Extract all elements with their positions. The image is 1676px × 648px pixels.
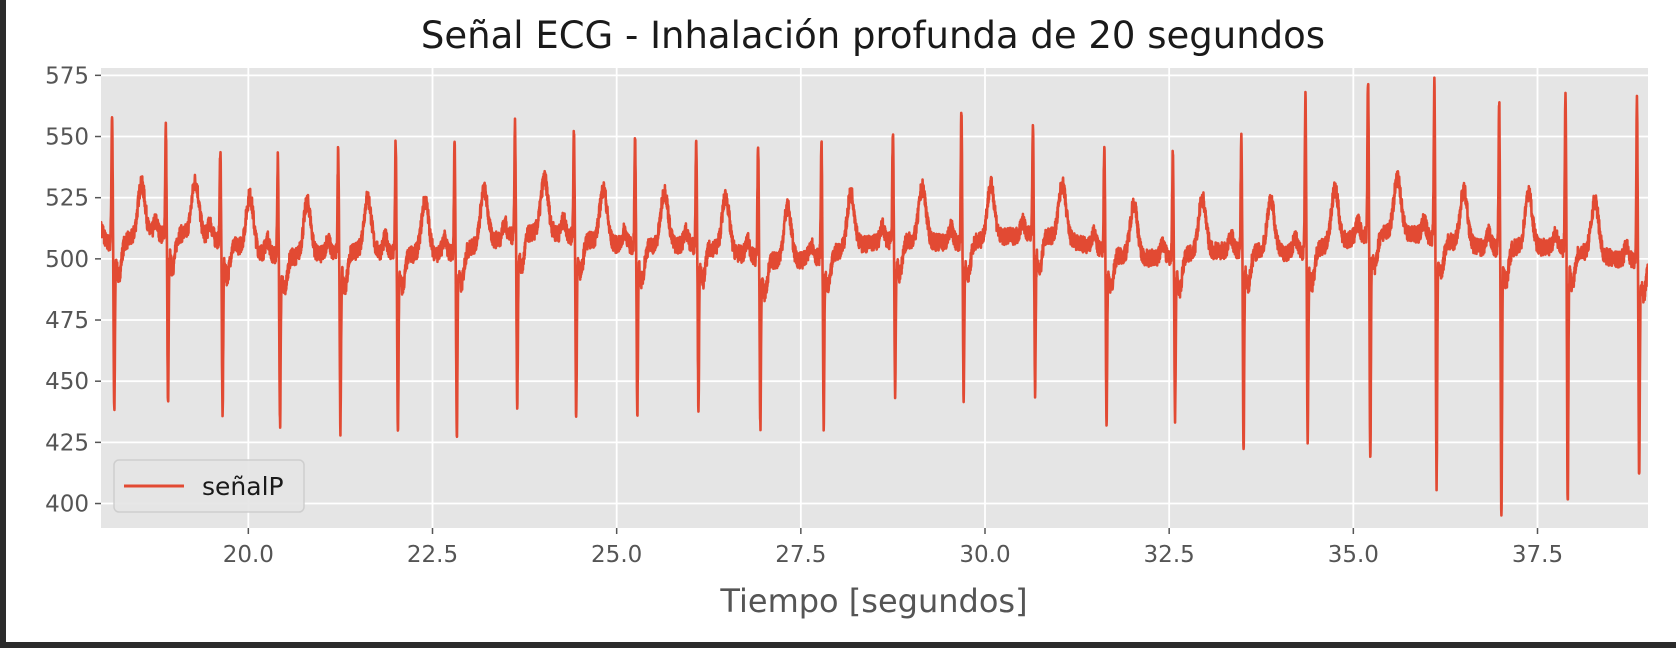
grid bbox=[101, 68, 1648, 528]
series-line-senalp bbox=[101, 76, 1648, 517]
figure-frame: 400 425 450 475 500 525 550 575 20.0 22.5 25.0 27.… bbox=[6, 0, 1676, 642]
y-tick-label: 550 bbox=[45, 125, 89, 151]
legend-label-senalp: señalP bbox=[202, 472, 284, 501]
x-tick-label: 25.0 bbox=[591, 542, 642, 568]
x-axis: 20.0 22.5 25.0 27.5 30.0 32.5 35.0 37.5 bbox=[223, 528, 1563, 568]
series-layer bbox=[101, 76, 1648, 517]
x-tick-label: 35.0 bbox=[1328, 542, 1379, 568]
x-tick-label: 32.5 bbox=[1144, 542, 1195, 568]
chart-title: Señal ECG - Inhalación profunda de 20 se… bbox=[421, 14, 1325, 57]
y-tick-label: 425 bbox=[45, 430, 89, 456]
y-tick-label: 525 bbox=[45, 186, 89, 212]
x-tick-label: 27.5 bbox=[775, 542, 826, 568]
y-axis: 400 425 450 475 500 525 550 575 bbox=[45, 63, 101, 518]
plot-area bbox=[101, 68, 1648, 528]
x-tick-label: 22.5 bbox=[407, 542, 458, 568]
x-axis-label: Tiempo [segundos] bbox=[719, 582, 1027, 620]
legend-box bbox=[113, 459, 305, 513]
y-tick-label: 450 bbox=[45, 369, 89, 395]
x-tick-label: 30.0 bbox=[959, 542, 1010, 568]
y-tick-label: 500 bbox=[45, 247, 89, 273]
y-tick-label: 575 bbox=[45, 63, 89, 89]
ecg-chart: 400 425 450 475 500 525 550 575 20.0 22.5 25.0 27.… bbox=[45, 14, 1648, 620]
x-tick-label: 37.5 bbox=[1512, 542, 1563, 568]
legend: señalP bbox=[113, 459, 305, 513]
x-tick-label: 20.0 bbox=[223, 542, 274, 568]
y-tick-label: 475 bbox=[45, 308, 89, 334]
y-tick-label: 400 bbox=[45, 492, 89, 518]
